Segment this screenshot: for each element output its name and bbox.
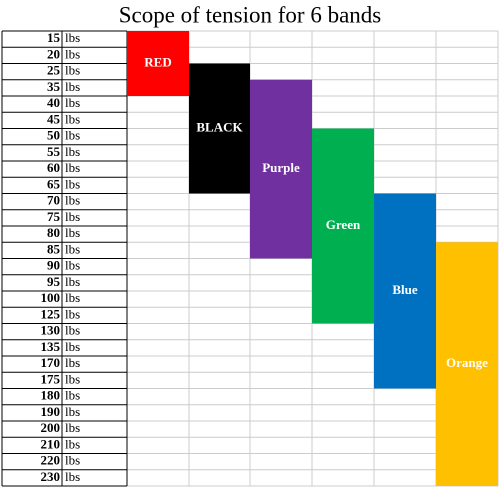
row-unit: lbs <box>65 193 80 208</box>
row-value: 40 <box>47 95 60 110</box>
band-bar <box>250 79 312 259</box>
row-unit: lbs <box>65 46 80 61</box>
row-unit: lbs <box>65 209 80 224</box>
band-label: Orange <box>446 355 488 370</box>
band-bar <box>374 193 436 389</box>
row-unit: lbs <box>65 258 80 273</box>
row-unit: lbs <box>65 79 80 94</box>
row-unit: lbs <box>65 290 80 305</box>
row-value: 220 <box>41 453 61 468</box>
row-value: 135 <box>41 339 61 354</box>
row-value: 130 <box>41 323 61 338</box>
row-value: 95 <box>47 274 61 289</box>
band-label: Purple <box>262 160 300 175</box>
row-unit: lbs <box>65 388 80 403</box>
row-value: 125 <box>41 306 61 321</box>
row-unit: lbs <box>65 63 80 78</box>
row-value: 75 <box>47 209 61 224</box>
row-unit: lbs <box>65 453 80 468</box>
row-value: 175 <box>41 371 61 386</box>
row-value: 170 <box>41 355 61 370</box>
band-bar <box>189 63 250 194</box>
row-unit: lbs <box>65 30 80 45</box>
row-unit: lbs <box>65 111 80 126</box>
row-unit: lbs <box>65 339 80 354</box>
band-bar <box>312 128 374 324</box>
band-label: Blue <box>392 282 418 297</box>
row-value: 65 <box>47 176 61 191</box>
row-value: 25 <box>47 63 61 78</box>
row-unit: lbs <box>65 355 80 370</box>
row-value: 200 <box>41 420 61 435</box>
row-value: 20 <box>47 46 60 61</box>
row-value: 55 <box>47 144 61 159</box>
row-value: 180 <box>41 388 61 403</box>
row-value: 100 <box>41 290 61 305</box>
row-unit: lbs <box>65 306 80 321</box>
row-unit: lbs <box>65 176 80 191</box>
row-value: 45 <box>47 111 61 126</box>
row-unit: lbs <box>65 436 80 451</box>
band-label: BLACK <box>196 119 243 134</box>
row-value: 210 <box>41 436 61 451</box>
row-value: 90 <box>47 258 60 273</box>
row-unit: lbs <box>65 144 80 159</box>
row-unit: lbs <box>65 274 80 289</box>
row-unit: lbs <box>65 160 80 175</box>
row-unit: lbs <box>65 241 80 256</box>
row-unit: lbs <box>65 371 80 386</box>
row-value: 190 <box>41 404 61 419</box>
row-unit: lbs <box>65 225 80 240</box>
row-value: 50 <box>47 128 60 143</box>
band-label: RED <box>144 54 171 69</box>
row-value: 80 <box>47 225 60 240</box>
row-value: 35 <box>47 79 61 94</box>
band-label: Green <box>326 217 361 232</box>
band-bar <box>127 31 189 96</box>
row-unit: lbs <box>65 128 80 143</box>
row-value: 85 <box>47 241 61 256</box>
row-value: 60 <box>47 160 60 175</box>
band-bar <box>436 242 498 486</box>
row-value: 15 <box>47 30 61 45</box>
row-unit: lbs <box>65 420 80 435</box>
row-unit: lbs <box>65 323 80 338</box>
row-value: 230 <box>41 469 61 484</box>
chart-title: Scope of tension for 6 bands <box>119 2 382 27</box>
row-unit: lbs <box>65 95 80 110</box>
row-value: 70 <box>47 193 60 208</box>
row-unit: lbs <box>65 404 80 419</box>
row-unit: lbs <box>65 469 80 484</box>
